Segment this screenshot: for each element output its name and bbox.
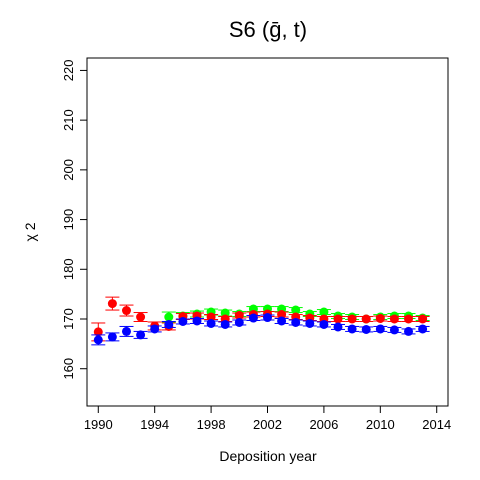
data-point: [206, 318, 216, 328]
y-tick-label: 200: [61, 159, 76, 181]
data-point: [93, 327, 103, 337]
data-point: [164, 312, 174, 322]
data-point: [319, 307, 329, 317]
data-point: [361, 314, 371, 324]
data-point: [178, 316, 188, 326]
data-point: [150, 324, 160, 334]
data-point: [361, 324, 371, 334]
series-1: [91, 296, 430, 342]
data-point: [347, 314, 357, 324]
x-axis: 1990 1994 1998 2002 2006 2010 2014: [84, 405, 451, 432]
x-tick-label: 1998: [197, 417, 226, 432]
data-point: [305, 318, 315, 328]
data-point: [389, 314, 399, 324]
data-point: [121, 326, 131, 336]
data-point: [375, 324, 385, 334]
y-tick-label: 160: [61, 358, 76, 380]
x-tick-label: 1994: [140, 417, 169, 432]
series-2: [91, 313, 430, 346]
x-tick-label: 2010: [366, 417, 395, 432]
data-point: [404, 326, 414, 336]
data-point: [164, 319, 174, 329]
data-point: [291, 305, 301, 315]
data-point: [263, 313, 272, 323]
data-point: [418, 324, 428, 334]
x-tick-label: 2014: [422, 417, 451, 432]
x-axis-label: Deposition year: [219, 448, 317, 464]
data-point: [291, 317, 301, 327]
data-point: [389, 325, 399, 335]
data-point: [234, 317, 244, 327]
data-point: [192, 316, 202, 326]
y-tick-label: 170: [61, 308, 76, 330]
series-layer: [91, 296, 430, 346]
data-point: [333, 314, 343, 324]
data-point: [136, 312, 146, 322]
data-point: [220, 319, 230, 329]
plot-frame: [86, 57, 449, 407]
data-point: [248, 313, 258, 323]
data-point: [136, 330, 146, 340]
data-point: [333, 322, 343, 332]
data-point: [121, 306, 131, 316]
chart-title: S6 (ḡ, t): [229, 17, 307, 42]
y-axis: 160 170 180 190 200 210 220: [61, 60, 88, 380]
data-point: [347, 324, 357, 334]
data-point: [375, 314, 385, 324]
data-point: [234, 311, 244, 321]
data-point: [418, 314, 428, 324]
y-tick-label: 180: [61, 258, 76, 280]
data-point: [404, 314, 414, 324]
data-point: [93, 335, 103, 345]
data-point: [277, 310, 287, 320]
data-point: [206, 312, 216, 322]
x-tick-label: 2002: [253, 417, 282, 432]
y-tick-label: 220: [61, 60, 76, 82]
data-point: [107, 299, 117, 309]
y-tick-label: 190: [61, 209, 76, 231]
data-point: [107, 332, 117, 342]
y-tick-label: 210: [61, 109, 76, 131]
x-tick-label: 1990: [84, 417, 113, 432]
y-axis-label: χ 2: [22, 222, 38, 241]
data-point: [277, 316, 287, 326]
x-tick-label: 2006: [309, 417, 338, 432]
data-point: [319, 319, 329, 329]
